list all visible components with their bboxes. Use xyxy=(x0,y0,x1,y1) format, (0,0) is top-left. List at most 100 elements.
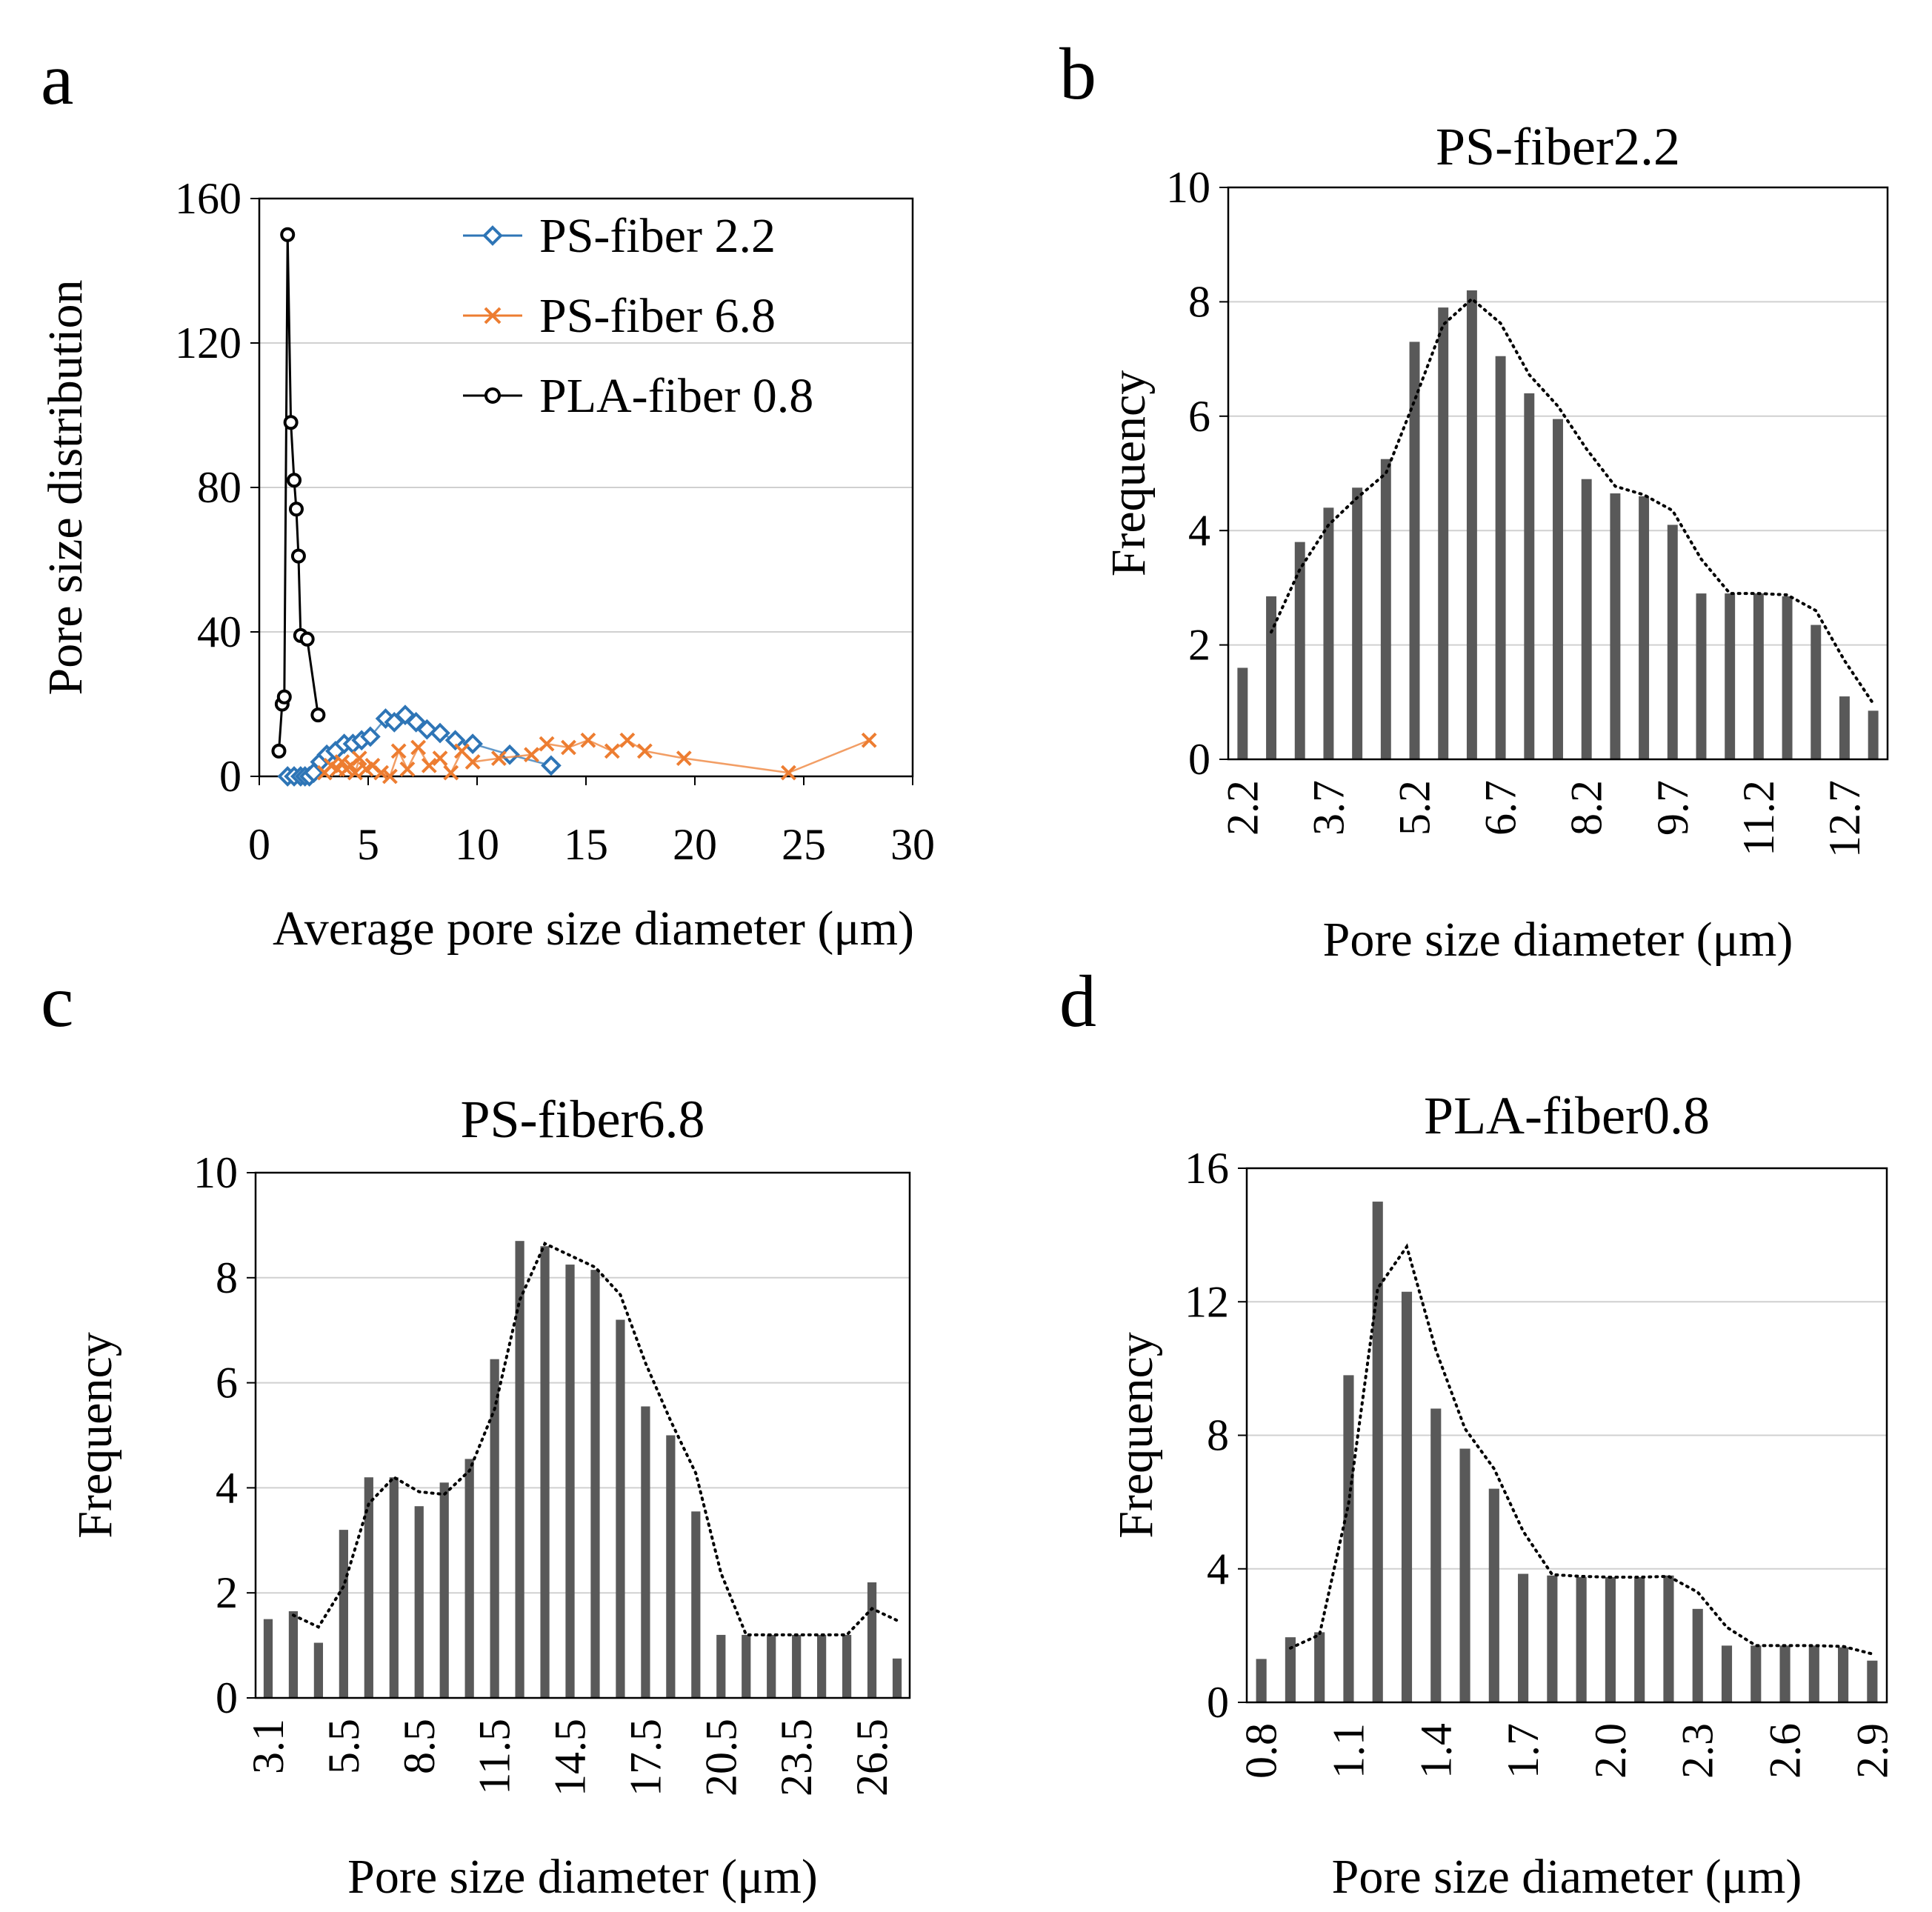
data-point xyxy=(464,754,481,770)
y-tick-label: 0 xyxy=(219,752,242,801)
y-tick-label: 2 xyxy=(216,1568,238,1617)
data-point xyxy=(861,732,877,748)
bar xyxy=(439,1482,449,1698)
x-axis-title: Average pore size diameter (μm) xyxy=(273,902,914,956)
bar xyxy=(616,1319,625,1698)
x-tick-label: 5.5 xyxy=(319,1719,368,1774)
data-point xyxy=(444,730,466,751)
bar xyxy=(691,1511,701,1698)
x-tick-label: 1.1 xyxy=(1324,1723,1373,1779)
x-tick-label: 3.1 xyxy=(244,1719,293,1774)
data-point xyxy=(373,765,390,781)
bar xyxy=(364,1477,373,1698)
bar xyxy=(1553,419,1563,759)
data-point xyxy=(490,750,507,767)
bar xyxy=(1779,1645,1791,1702)
bar xyxy=(1667,524,1678,759)
data-point xyxy=(604,743,620,759)
data-point xyxy=(276,689,292,704)
bar xyxy=(263,1619,273,1698)
plot-frame xyxy=(258,197,914,778)
series-pla-fiber-0-8 xyxy=(271,227,326,759)
data-point xyxy=(430,722,450,744)
data-point xyxy=(287,473,302,488)
chart-title: PS-fiber2.2 xyxy=(1436,117,1680,176)
trendline xyxy=(1288,1243,1874,1656)
bar xyxy=(767,1634,776,1698)
x-tick-label: 11.2 xyxy=(1734,780,1783,856)
y-axis-title: Frequency xyxy=(1102,370,1156,577)
x-tick-label: 2.9 xyxy=(1848,1723,1896,1779)
bar xyxy=(464,1459,474,1698)
bar xyxy=(867,1582,877,1698)
x-tick-label: 6.7 xyxy=(1476,780,1525,836)
series-line xyxy=(277,234,319,751)
data-point xyxy=(580,732,596,748)
x-tick-label: 2.6 xyxy=(1761,1723,1810,1779)
plot-frame xyxy=(1245,1167,1888,1704)
bar xyxy=(1314,1632,1325,1702)
y-tick-label: 80 xyxy=(197,463,242,512)
panel-letter: c xyxy=(41,960,73,1042)
bar xyxy=(1868,710,1879,759)
data-point xyxy=(443,765,459,781)
data-point xyxy=(399,761,416,777)
legend-label: PS-fiber 2.2 xyxy=(539,209,776,263)
bar xyxy=(1266,596,1277,759)
data-point xyxy=(432,750,448,767)
bar xyxy=(1256,1659,1267,1702)
data-point xyxy=(334,754,350,770)
x-tick-label: 20 xyxy=(673,820,717,869)
data-point xyxy=(310,707,326,723)
legend-label: PS-fiber 6.8 xyxy=(539,289,776,343)
data-point xyxy=(347,765,363,781)
bar xyxy=(1343,1375,1354,1702)
bar xyxy=(490,1359,499,1698)
x-tick-label: 23.5 xyxy=(772,1719,821,1796)
bar xyxy=(716,1634,726,1698)
data-point xyxy=(676,750,692,767)
bar xyxy=(1634,1577,1645,1702)
bar xyxy=(842,1634,852,1698)
x-tick-label: 30 xyxy=(890,820,935,869)
x-tick-label: 25 xyxy=(782,820,826,869)
data-point xyxy=(410,739,427,756)
x-tick-label: 0.8 xyxy=(1237,1723,1286,1779)
x-tick-label: 0 xyxy=(248,820,270,869)
x-tick-label: 2.3 xyxy=(1673,1723,1722,1779)
y-tick-label: 6 xyxy=(1188,392,1210,441)
y-tick-label: 10 xyxy=(1166,163,1210,212)
data-point xyxy=(271,743,287,759)
y-tick-label: 12 xyxy=(1185,1277,1229,1326)
data-point xyxy=(351,750,367,767)
data-point xyxy=(390,743,407,759)
bar xyxy=(1838,1647,1849,1702)
x-tick-label: 3.7 xyxy=(1304,780,1353,836)
data-point xyxy=(524,747,539,763)
data-point xyxy=(462,733,483,754)
bar xyxy=(540,1246,550,1698)
bar xyxy=(1401,1291,1413,1702)
x-tick-label: 5 xyxy=(357,820,379,869)
data-point xyxy=(636,743,653,759)
bar xyxy=(1808,1645,1819,1702)
panel-a-chart: a 0 40 80 120 160 0 5 10 15 20 25 30 Pore size distri… xyxy=(39,38,935,956)
panel-letter: b xyxy=(1059,33,1096,115)
x-tick-label: 9.7 xyxy=(1648,780,1697,836)
bar xyxy=(1524,393,1535,759)
x-tick-label: 10 xyxy=(455,820,499,869)
y-tick-label: 4 xyxy=(1188,506,1210,555)
bar xyxy=(313,1642,324,1698)
bar xyxy=(414,1506,424,1698)
y-tick-label: 0 xyxy=(1207,1678,1229,1727)
bar xyxy=(1459,1448,1470,1702)
chart-title: PLA-fiber0.8 xyxy=(1424,1086,1710,1145)
x-tick-label: 11.5 xyxy=(470,1719,519,1795)
y-tick-label: 16 xyxy=(1185,1144,1229,1193)
data-point xyxy=(561,739,576,756)
bar xyxy=(1430,1408,1442,1702)
x-axis-title: Pore size diameter (μm) xyxy=(1323,913,1793,967)
bar xyxy=(1237,667,1248,759)
y-axis-title: Frequency xyxy=(1109,1332,1163,1539)
